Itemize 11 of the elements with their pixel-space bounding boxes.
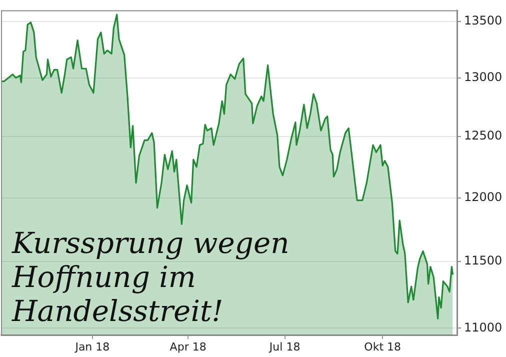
y-tick-label: 13000 (464, 70, 502, 84)
x-tick-label: Jul 18 (268, 340, 300, 354)
x-tick-label: Okt 18 (364, 340, 402, 354)
annotation: Kurssprung wegen Hoffnung im Handelsstreit! (12, 226, 290, 328)
y-tick-label: 13500 (464, 13, 502, 28)
x-tick-label: Jan 18 (74, 340, 110, 354)
x-tick-label: Apr 18 (170, 340, 206, 354)
y-tick-label: 11000 (464, 320, 502, 334)
y-tick-label: 12000 (464, 190, 502, 204)
y-tick-label: 12500 (464, 128, 502, 143)
y-tick-label: 11500 (464, 254, 502, 268)
